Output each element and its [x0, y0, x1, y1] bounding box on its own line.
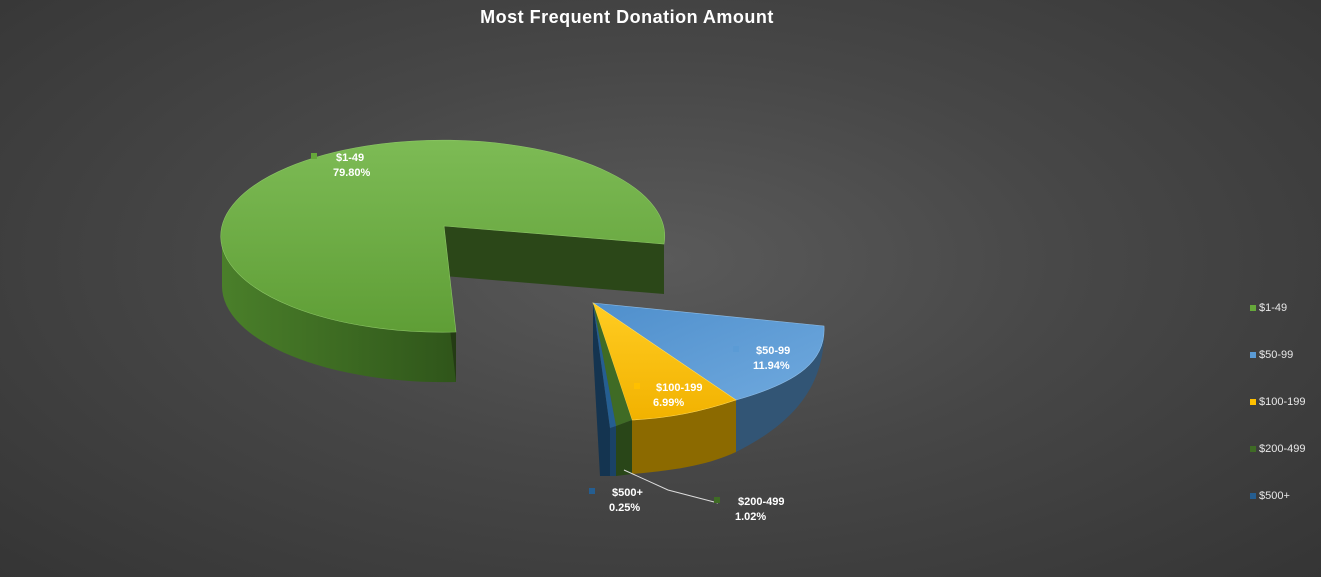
- legend-swatch: [1250, 304, 1256, 311]
- legend-item-100-199: $100-199: [1250, 378, 1306, 425]
- legend-label: $50-99: [1259, 348, 1294, 361]
- slice-side-1-49: [221, 236, 456, 383]
- legend-label: $500+: [1259, 489, 1290, 502]
- data-label-category-200-499: $200-499: [738, 496, 785, 508]
- legend-swatch: [1250, 351, 1256, 358]
- data-label-value-1-49: 79.80%: [333, 167, 371, 179]
- data-label-category-1-49: $1-49: [336, 152, 364, 164]
- legend-item-200-499: $200-499: [1250, 425, 1306, 472]
- legend-swatch: [1250, 398, 1256, 405]
- data-label-swatch-100-199: [634, 383, 640, 389]
- slice-1-49: [220, 139, 665, 333]
- data-label-value-50-99: 11.94%: [753, 360, 790, 372]
- slice-100-199: [592, 302, 737, 421]
- slice-side-200-499: [616, 420, 632, 476]
- legend-label: $1-49: [1259, 301, 1288, 314]
- slice-side-100-199: [632, 400, 736, 474]
- legend-item-500: $500+: [1250, 472, 1306, 519]
- slice-200-499: [593, 303, 632, 426]
- data-label-category-100-199: $100-199: [656, 382, 703, 394]
- legend-swatch: [1250, 445, 1256, 452]
- slice-cut-1-49: [444, 226, 664, 294]
- leader-line-200-499: [623, 469, 719, 504]
- legend-item-50-99: $50-99: [1250, 331, 1306, 378]
- slice-50-99: [592, 302, 825, 401]
- slice-side-500plus: [610, 426, 616, 476]
- data-label-swatch-500: [589, 488, 595, 494]
- slice-500plus: [593, 303, 616, 428]
- legend-item-1-49: $1-49: [1250, 284, 1306, 331]
- legend-swatch: [1250, 492, 1256, 499]
- data-label-value-100-199: 6.99%: [653, 397, 684, 409]
- data-label-swatch-200-499: [714, 497, 720, 503]
- data-label-category-500: $500+: [612, 487, 643, 499]
- data-label-swatch-50-99: [733, 346, 739, 352]
- data-label-category-50-99: $50-99: [756, 345, 790, 357]
- data-label-value-500: 0.25%: [609, 502, 640, 514]
- legend-label: $200-499: [1259, 442, 1306, 455]
- data-label-swatch-1-49: [311, 153, 317, 159]
- legend: $1-49 $50-99 $100-199 $200-499 $500+: [1250, 284, 1306, 519]
- legend-label: $100-199: [1259, 395, 1306, 408]
- data-label-value-200-499: 1.02%: [735, 511, 766, 523]
- slice-cut-cluster: [593, 303, 610, 476]
- chart-title: Most Frequent Donation Amount: [480, 7, 774, 27]
